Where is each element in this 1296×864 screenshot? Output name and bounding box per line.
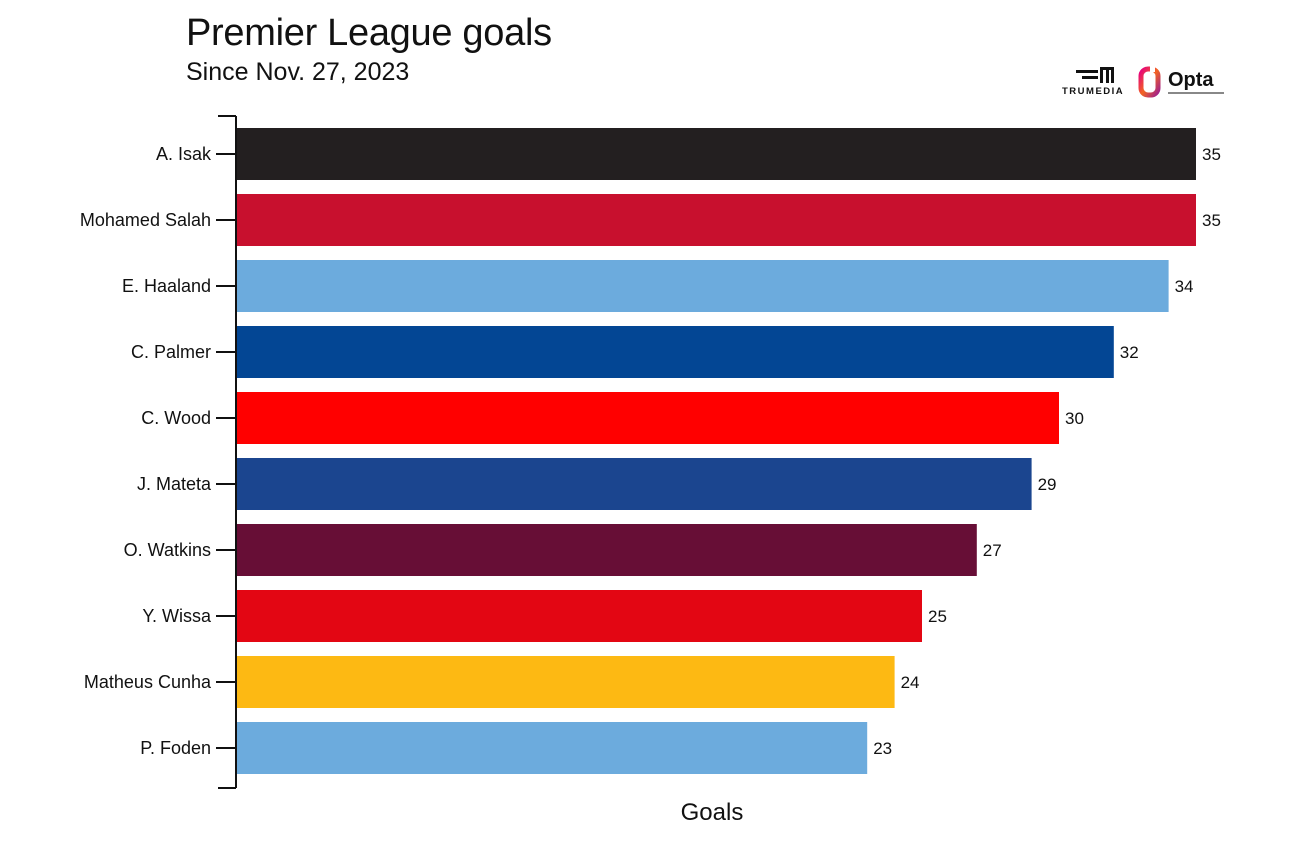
bar xyxy=(237,128,1196,180)
data-label: 30 xyxy=(1065,409,1084,428)
bars xyxy=(237,128,1196,774)
data-label: 32 xyxy=(1120,343,1139,362)
y-tick-label: C. Palmer xyxy=(131,342,211,362)
bar xyxy=(237,458,1032,510)
data-label: 25 xyxy=(928,607,947,626)
data-label: 24 xyxy=(901,673,920,692)
data-label: 29 xyxy=(1038,475,1057,494)
y-axis xyxy=(216,115,237,789)
opta-logo-mark xyxy=(1138,66,1161,98)
y-tick-label: P. Foden xyxy=(140,738,211,758)
y-tick-label: J. Mateta xyxy=(137,474,212,494)
y-tick-label: E. Haaland xyxy=(122,276,211,296)
x-axis-label: Goals xyxy=(681,799,744,826)
data-label: 34 xyxy=(1175,277,1194,296)
chart-subtitle: Since Nov. 27, 2023 xyxy=(186,58,410,86)
opta-logo: Opta xyxy=(1138,64,1230,100)
opta-logo-subline xyxy=(1168,92,1224,94)
data-label: 23 xyxy=(873,739,892,758)
data-label: 35 xyxy=(1202,145,1221,164)
data-label: 27 xyxy=(983,541,1002,560)
y-tick-label: Matheus Cunha xyxy=(84,672,212,692)
chart-title: Premier League goals xyxy=(186,12,552,54)
y-tick-label: C. Wood xyxy=(141,408,211,428)
bar xyxy=(237,722,868,774)
bar xyxy=(237,524,977,576)
bar xyxy=(237,326,1114,378)
bar xyxy=(237,656,895,708)
trumedia-logo: TRUMEDIA xyxy=(1060,64,1130,100)
data-label: 35 xyxy=(1202,211,1221,230)
bar xyxy=(237,392,1059,444)
y-tick-label: A. Isak xyxy=(156,144,212,164)
bar xyxy=(237,194,1196,246)
y-tick-label: O. Watkins xyxy=(124,540,211,560)
labels: A. Isak 35 Mohamed Salah 35 E. Haaland 34 C. P… xyxy=(80,144,1221,758)
bar xyxy=(237,590,922,642)
y-tick-label: Y. Wissa xyxy=(142,606,212,626)
trumedia-logo-text: TRUMEDIA xyxy=(1062,86,1125,97)
logos: TRUMEDIA Opta xyxy=(1060,64,1230,104)
trumedia-logo-mark xyxy=(1076,67,1114,83)
y-tick-label: Mohamed Salah xyxy=(80,210,211,230)
opta-logo-text: Opta xyxy=(1168,69,1214,91)
bar xyxy=(237,260,1169,312)
